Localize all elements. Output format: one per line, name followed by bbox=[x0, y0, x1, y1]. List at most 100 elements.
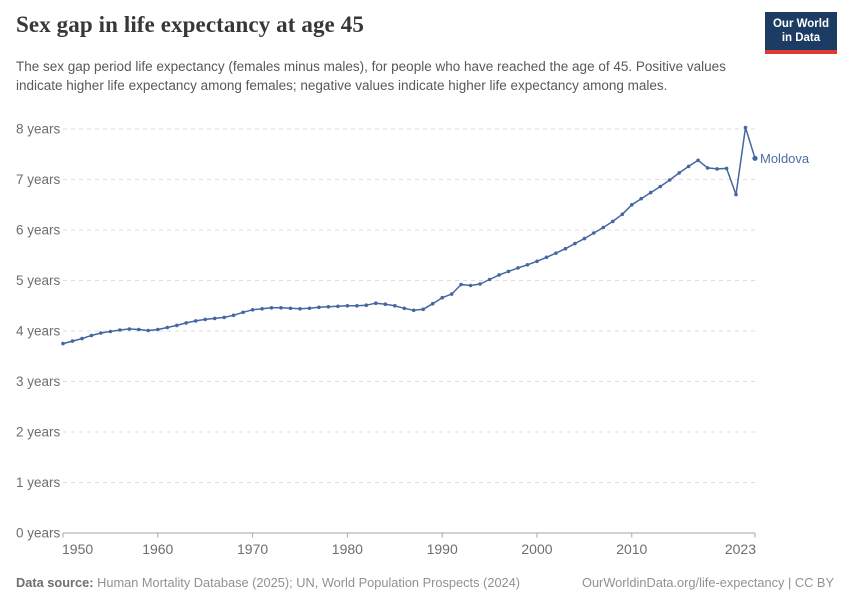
owid-logo[interactable]: Our World in Data bbox=[764, 12, 837, 54]
data-point[interactable] bbox=[165, 325, 170, 330]
x-axis-label: 2023 bbox=[725, 541, 756, 557]
data-point[interactable] bbox=[630, 203, 634, 207]
x-axis-label: 1960 bbox=[142, 541, 173, 557]
data-point[interactable] bbox=[307, 306, 312, 311]
data-point[interactable] bbox=[374, 301, 378, 305]
data-point[interactable] bbox=[80, 336, 84, 341]
data-point[interactable] bbox=[108, 329, 113, 334]
data-point[interactable] bbox=[658, 184, 662, 189]
data-point[interactable] bbox=[364, 303, 369, 307]
y-axis-label: 1 years bbox=[16, 475, 61, 490]
data-point[interactable] bbox=[250, 308, 255, 312]
data-point[interactable] bbox=[383, 302, 388, 306]
data-point[interactable] bbox=[468, 283, 473, 288]
data-point[interactable] bbox=[478, 282, 482, 286]
data-point[interactable] bbox=[620, 212, 625, 217]
data-point[interactable] bbox=[70, 339, 75, 343]
data-point[interactable] bbox=[440, 295, 445, 300]
data-point[interactable] bbox=[497, 273, 501, 277]
y-axis-label: 3 years bbox=[16, 374, 61, 389]
chart-footer: Data source: Human Mortality Database (2… bbox=[16, 575, 834, 590]
data-point[interactable] bbox=[269, 306, 274, 310]
data-point[interactable] bbox=[288, 306, 293, 311]
data-point[interactable] bbox=[241, 310, 245, 315]
data-point[interactable] bbox=[279, 306, 283, 310]
data-point[interactable] bbox=[639, 196, 643, 201]
data-point[interactable] bbox=[459, 282, 463, 287]
chart-subtitle: The sex gap period life expectancy (fema… bbox=[16, 59, 726, 94]
data-point[interactable] bbox=[449, 292, 454, 296]
data-point[interactable] bbox=[156, 327, 160, 332]
y-axis-label: 6 years bbox=[16, 223, 61, 238]
data-point[interactable] bbox=[298, 307, 302, 311]
data-point[interactable] bbox=[696, 158, 700, 163]
data-point[interactable] bbox=[89, 333, 94, 338]
data-point[interactable] bbox=[402, 306, 407, 311]
data-point[interactable] bbox=[563, 246, 568, 251]
data-point[interactable] bbox=[118, 328, 122, 332]
data-point[interactable] bbox=[317, 305, 321, 310]
data-point[interactable] bbox=[686, 164, 691, 169]
data-point[interactable] bbox=[260, 307, 264, 311]
data-source-label: Data source: bbox=[16, 575, 94, 590]
data-point[interactable] bbox=[222, 315, 226, 320]
data-point[interactable] bbox=[203, 317, 207, 322]
data-point[interactable] bbox=[743, 125, 748, 130]
data-point[interactable] bbox=[525, 263, 530, 267]
owid-logo-line2: in Data bbox=[781, 32, 821, 45]
data-point[interactable] bbox=[573, 241, 577, 246]
data-source: Data source: Human Mortality Database (2… bbox=[16, 575, 520, 590]
data-point[interactable] bbox=[705, 166, 710, 170]
data-point[interactable] bbox=[175, 323, 179, 328]
line-chart[interactable]: 0 years 1 years 2 years 3 years 4 years 5 yea… bbox=[0, 112, 850, 570]
data-point[interactable] bbox=[715, 167, 719, 171]
y-axis-label: 7 years bbox=[16, 172, 61, 187]
data-point[interactable] bbox=[544, 255, 549, 260]
data-point[interactable] bbox=[734, 192, 738, 197]
data-point[interactable] bbox=[677, 171, 681, 175]
data-point[interactable] bbox=[355, 304, 359, 308]
data-point[interactable] bbox=[99, 331, 103, 335]
data-point[interactable] bbox=[421, 307, 426, 312]
x-axis-label: 1970 bbox=[237, 541, 268, 557]
owid-license-link[interactable]: OurWorldinData.org/life-expectancy | CC … bbox=[581, 575, 834, 590]
data-point[interactable] bbox=[146, 328, 151, 333]
data-point[interactable] bbox=[648, 190, 653, 195]
data-point[interactable] bbox=[61, 341, 65, 346]
series-line[interactable] bbox=[62, 126, 756, 345]
data-point[interactable] bbox=[345, 304, 350, 308]
owid-logo-line1: Our World bbox=[772, 18, 829, 30]
data-point[interactable] bbox=[137, 327, 141, 332]
entity-label[interactable]: Moldova bbox=[760, 151, 810, 166]
y-axis-label: 5 years bbox=[16, 273, 61, 288]
data-point[interactable] bbox=[212, 316, 217, 321]
x-axis-label: 2000 bbox=[521, 541, 552, 557]
data-point[interactable] bbox=[516, 266, 520, 270]
data-point[interactable] bbox=[487, 277, 492, 282]
data-point[interactable] bbox=[592, 231, 596, 235]
data-point[interactable] bbox=[326, 305, 331, 309]
data-point[interactable] bbox=[430, 301, 435, 306]
data-point[interactable] bbox=[667, 178, 672, 182]
y-axis-label: 4 years bbox=[16, 324, 61, 339]
x-axis-label: 1950 bbox=[62, 541, 93, 557]
data-point[interactable] bbox=[506, 269, 511, 274]
y-axis-label: 8 years bbox=[16, 122, 61, 137]
y-axis-label: 2 years bbox=[16, 425, 61, 440]
data-point[interactable] bbox=[535, 259, 539, 264]
data-point[interactable] bbox=[336, 304, 340, 309]
data-point[interactable] bbox=[127, 327, 132, 331]
x-axis-label: 1990 bbox=[427, 541, 458, 557]
data-point[interactable] bbox=[554, 251, 558, 255]
data-point[interactable] bbox=[601, 225, 606, 230]
data-point[interactable] bbox=[231, 313, 236, 318]
data-point[interactable] bbox=[611, 219, 615, 224]
data-point[interactable] bbox=[724, 166, 729, 171]
data-point[interactable] bbox=[193, 319, 198, 323]
data-point[interactable] bbox=[393, 304, 397, 308]
data-point[interactable] bbox=[411, 308, 416, 313]
data-source-text: Human Mortality Database (2025); UN, Wor… bbox=[93, 575, 521, 590]
data-point[interactable] bbox=[184, 321, 188, 325]
data-point[interactable] bbox=[752, 155, 758, 161]
data-point[interactable] bbox=[582, 236, 587, 241]
